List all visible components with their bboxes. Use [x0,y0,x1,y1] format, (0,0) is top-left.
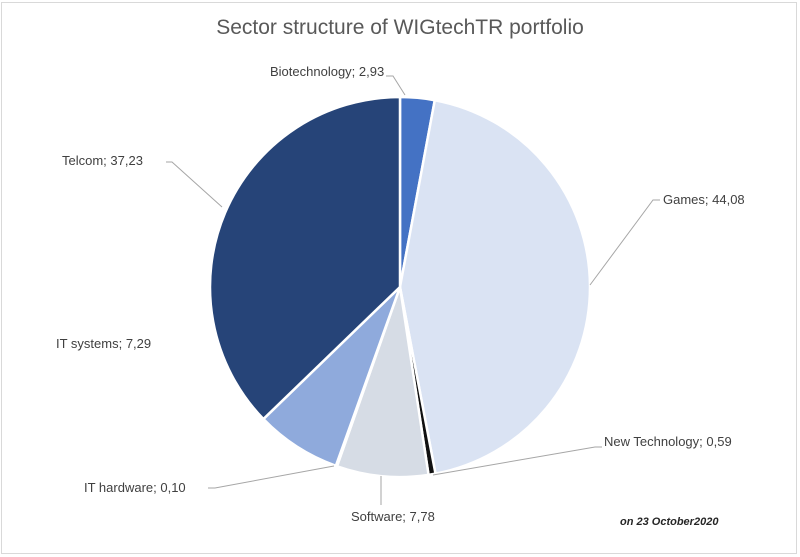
data-label-biotechnology: Biotechnology; 2,93 [270,64,385,79]
leader-line-telcom [166,161,223,208]
leader-line-games [589,199,660,286]
date-note: on 23 October2020 [620,516,719,528]
leader-line-it-hardware [208,465,335,489]
pie-slice-telcom [208,95,402,421]
data-label-it-systems: IT systems; 7,29 [56,336,152,351]
pie-slice-software [335,286,430,479]
data-label-telcom: Telcom; 37,23 [62,153,143,168]
data-label-new-technology: New Technology; 0,59 [604,434,732,449]
pie-slice-games [398,98,592,476]
leader-line-new-technology [432,446,602,476]
chart-title: Sector structure of WIGtechTR portfolio [216,16,584,39]
data-label-software: Software; 7,78 [351,509,435,524]
leader-line-biotechnology [386,75,406,96]
data-label-it-hardware: IT hardware; 0,10 [84,480,186,495]
data-label-games: Games; 44,08 [663,192,745,207]
